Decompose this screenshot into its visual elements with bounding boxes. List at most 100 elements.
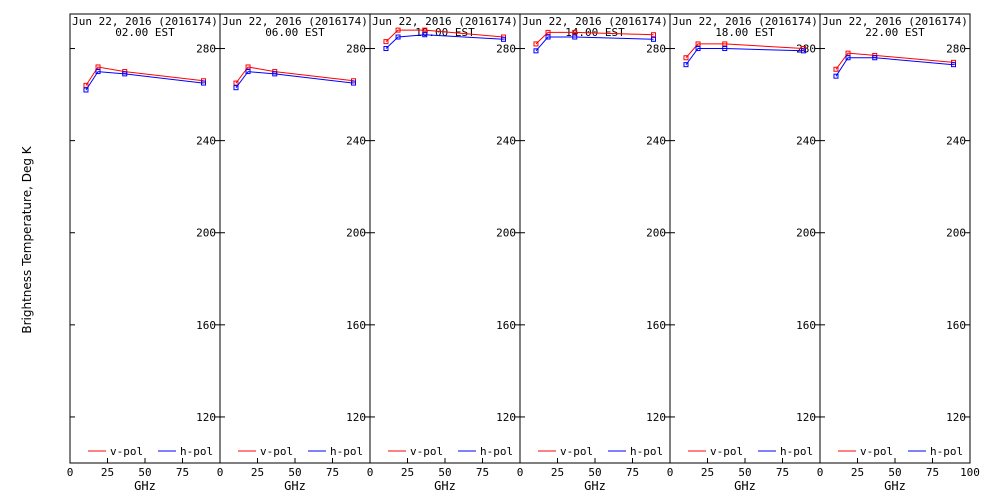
data-point-h-pol [272, 71, 278, 77]
x-tick-label: 50 [438, 466, 451, 479]
data-point-v-pol [845, 50, 851, 56]
x-tick-label: 0 [667, 466, 674, 479]
data-point-v-pol [383, 39, 389, 45]
panel-subtitle: 10.00 EST [415, 26, 475, 39]
x-axis-label: GHz [734, 479, 756, 493]
data-point-h-pol [951, 62, 956, 68]
data-point-h-pol [695, 46, 701, 52]
data-point-v-pol [95, 64, 101, 70]
x-tick-label: 100 [960, 466, 980, 479]
series-line-h-pol [235, 71, 354, 89]
x-tick-label: 0 [367, 466, 374, 479]
y-tick-label: 240 [946, 135, 966, 148]
panel-subtitle: 02.00 EST [115, 26, 175, 39]
series-line-v-pol [85, 66, 204, 86]
y-tick-label: 120 [946, 411, 966, 424]
data-point-h-pol [95, 69, 101, 75]
y-tick-label: 240 [646, 135, 666, 148]
panel-1: Jun 22, 2016 (2016174)02.00 EST 120 160 200… [67, 13, 221, 493]
y-tick-label: 120 [196, 411, 216, 424]
data-point-h-pol [201, 80, 206, 86]
chart-panels: Jun 22, 2016 (2016174)02.00 EST120160200… [67, 13, 980, 493]
panel-title: Jun 22, 2016 (2016174) [222, 15, 368, 28]
data-point-h-pol [833, 73, 839, 79]
legend-label-v-pol: v-pol [710, 445, 743, 458]
panel-3: Jun 22, 2016 (2016174)10.00 EST 120 160 200… [367, 13, 521, 493]
series-line-v-pol [685, 43, 804, 59]
panel-title: Jun 22, 2016 (2016174) [72, 15, 218, 28]
panel-title: Jun 22, 2016 (2016174) [372, 15, 518, 28]
data-point-h-pol [872, 55, 878, 61]
legend-label-h-pol: h-pol [630, 445, 663, 458]
legend-label-h-pol: h-pol [780, 445, 813, 458]
panel-subtitle: 18.00 EST [715, 26, 775, 39]
y-tick-label: 200 [496, 227, 516, 240]
y-tick-label: 280 [196, 43, 216, 56]
y-tick-label: 160 [646, 319, 666, 332]
data-point-v-pol [572, 29, 578, 35]
data-point-v-pol [695, 41, 701, 47]
panel-title: Jun 22, 2016 (2016174) [672, 15, 818, 28]
x-tick-label: 25 [551, 466, 564, 479]
panel-2: Jun 22, 2016 (2016174)06.00 EST 120 160 200… [217, 13, 371, 493]
data-point-v-pol [395, 27, 401, 33]
data-point-h-pol [651, 36, 656, 42]
data-point-h-pol [722, 46, 728, 52]
panel-title: Jun 22, 2016 (2016174) [822, 15, 968, 28]
data-point-h-pol [683, 62, 689, 68]
y-tick-label: 240 [346, 135, 366, 148]
y-tick-label: 280 [646, 43, 666, 56]
data-point-h-pol [845, 55, 851, 61]
y-tick-label: 160 [496, 319, 516, 332]
y-tick-label: 160 [346, 319, 366, 332]
x-axis-label: GHz [434, 479, 456, 493]
y-tick-label: 200 [946, 227, 966, 240]
series-line-h-pol [535, 36, 654, 52]
y-tick-label: 240 [796, 135, 816, 148]
data-point-v-pol [651, 32, 656, 38]
data-point-h-pol [233, 85, 239, 91]
y-tick-label: 200 [196, 227, 216, 240]
x-tick-label: 0 [817, 466, 824, 479]
panel-5: Jun 22, 2016 (2016174)18.00 EST 120 160 200… [667, 13, 821, 493]
data-point-h-pol [395, 34, 401, 40]
y-tick-label: 160 [946, 319, 966, 332]
y-tick-label: 280 [946, 43, 966, 56]
data-point-h-pol [351, 80, 356, 86]
data-point-v-pol [233, 80, 239, 86]
data-point-h-pol [422, 32, 428, 38]
x-tick-label: 75 [176, 466, 189, 479]
legend-label-v-pol: v-pol [110, 445, 143, 458]
legend-label-h-pol: h-pol [480, 445, 513, 458]
y-tick-label: 280 [346, 43, 366, 56]
series-line-v-pol [535, 31, 654, 45]
panel-subtitle: 22.00 EST [865, 26, 925, 39]
x-tick-label: 50 [138, 466, 151, 479]
legend-label-v-pol: v-pol [260, 445, 293, 458]
data-point-h-pol [501, 36, 506, 42]
x-tick-label: 50 [588, 466, 601, 479]
x-tick-label: 75 [776, 466, 789, 479]
y-tick-label: 120 [646, 411, 666, 424]
x-axis-label: GHz [134, 479, 156, 493]
data-point-h-pol [533, 48, 539, 54]
x-tick-label: 0 [517, 466, 524, 479]
data-point-v-pol [245, 64, 251, 70]
x-axis-label: GHz [284, 479, 306, 493]
y-axis-label: Brightness Temperature, Deg K [20, 145, 34, 333]
y-tick-label: 240 [496, 135, 516, 148]
series-line-h-pol [835, 57, 954, 77]
data-point-h-pol [383, 46, 389, 52]
series-line-h-pol [85, 71, 204, 91]
y-tick-label: 200 [796, 227, 816, 240]
x-axis-label: GHz [884, 479, 906, 493]
y-tick-label: 280 [796, 43, 816, 56]
data-point-h-pol [122, 71, 128, 77]
y-tick-label: 120 [796, 411, 816, 424]
y-tick-label: 120 [496, 411, 516, 424]
x-tick-label: 25 [701, 466, 714, 479]
x-tick-label: 25 [101, 466, 114, 479]
legend-label-h-pol: h-pol [330, 445, 363, 458]
x-tick-label: 75 [476, 466, 489, 479]
